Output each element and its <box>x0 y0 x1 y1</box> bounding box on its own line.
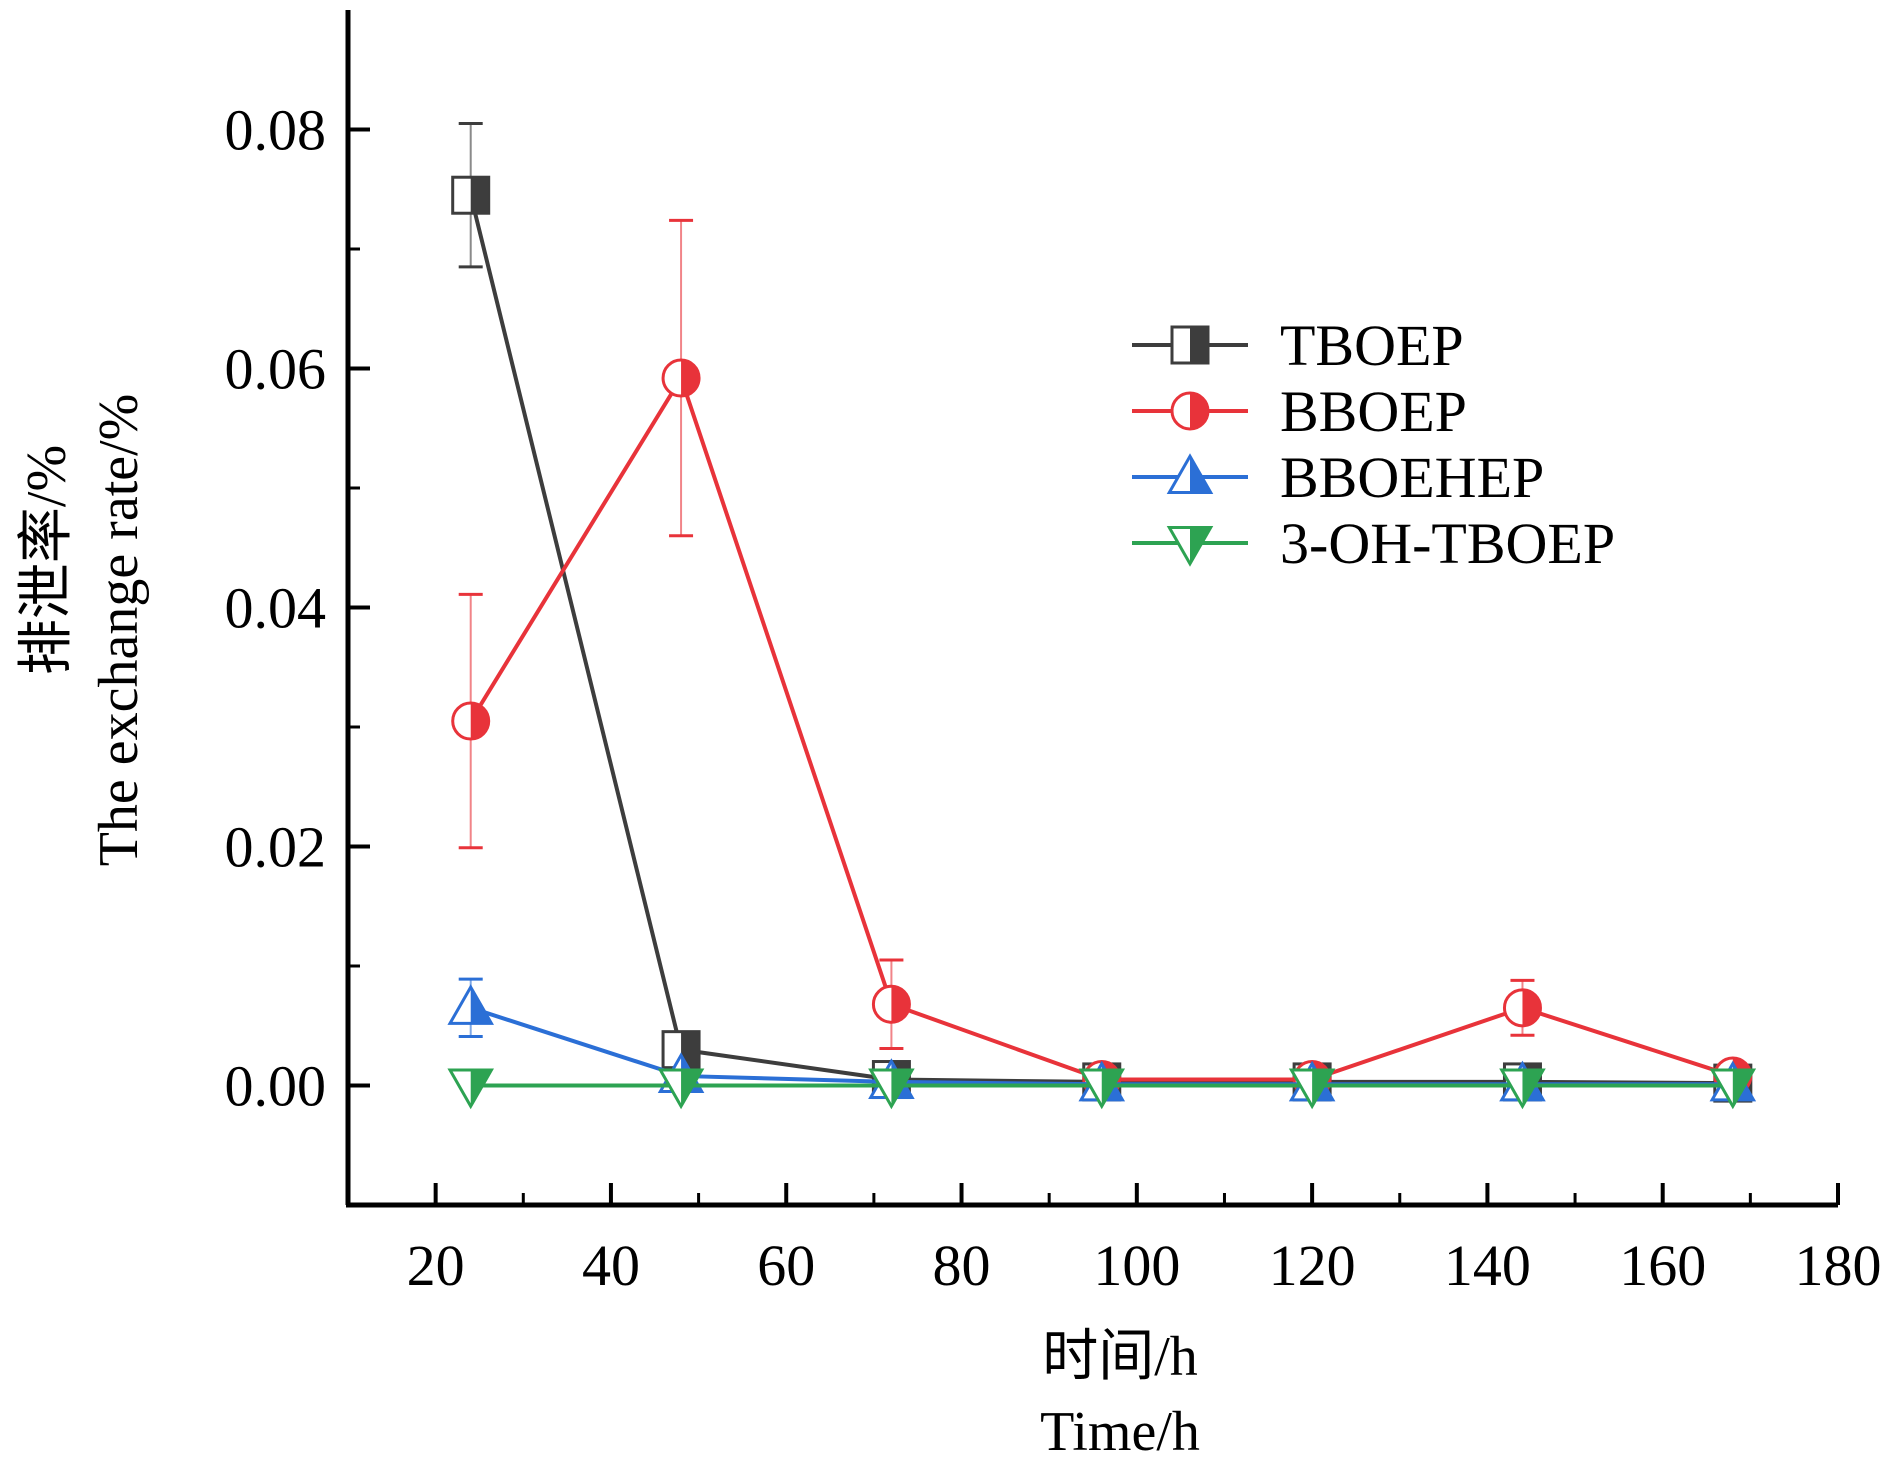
data-point <box>868 1068 915 1110</box>
marker-fill <box>1732 1069 1754 1107</box>
marker-fill <box>681 1031 700 1068</box>
y-tick-label: 0.06 <box>225 337 327 402</box>
data-point <box>871 984 911 1024</box>
series-tboep <box>451 122 1753 1103</box>
series-bboep <box>451 218 1753 1100</box>
legend-label: TBOEP <box>1280 313 1464 378</box>
series-line <box>468 194 1733 1086</box>
legend-marker <box>1166 453 1214 495</box>
marker-fill <box>1190 393 1208 429</box>
marker-fill <box>470 1069 492 1107</box>
legend-marker <box>1170 391 1210 431</box>
data-point <box>451 701 491 741</box>
marker-fill <box>891 1069 913 1107</box>
legend-item: BBOEHEP <box>1132 445 1544 510</box>
legend-item: 3-OH-TBOEP <box>1132 511 1615 576</box>
data-point <box>1078 1068 1126 1110</box>
y-axis-label-line2: The exchange rate/% <box>88 394 150 867</box>
marker-fill <box>681 1069 702 1107</box>
series-layer <box>447 122 1757 1110</box>
x-tick-label: 80 <box>933 1233 991 1298</box>
marker-fill <box>1190 456 1211 493</box>
legend-label: BBOEHEP <box>1280 445 1544 510</box>
marker-fill <box>470 177 489 214</box>
series-3-oh-tboep <box>447 1068 1757 1110</box>
data-point <box>657 1068 705 1110</box>
marker-fill <box>1101 1069 1123 1107</box>
data-point <box>447 1068 494 1110</box>
data-point <box>1502 988 1542 1028</box>
legend-marker <box>1166 525 1214 567</box>
x-tick-label: 60 <box>757 1233 815 1298</box>
marker-fill <box>470 703 489 740</box>
data-point <box>447 984 494 1025</box>
y-axis-label-line1: 排泄率/% <box>16 445 78 675</box>
data-point <box>1288 1068 1336 1110</box>
marker-fill <box>1312 1069 1333 1107</box>
marker-fill <box>1522 1069 1544 1107</box>
legend-marker <box>1170 325 1210 365</box>
y-axis: 0.00 0.02 0.04 0.06 0.08 <box>225 98 370 1119</box>
data-point <box>1499 1068 1546 1110</box>
marker-fill <box>470 987 492 1024</box>
data-point <box>1709 1068 1757 1110</box>
y-tick-label: 0.02 <box>225 815 327 880</box>
x-tick-label: 120 <box>1269 1233 1356 1298</box>
legend-label: BBOEP <box>1280 379 1467 444</box>
x-axis-label-line2: Time/h <box>1040 1401 1200 1457</box>
x-axis: 20 40 60 80 100 120 140 160 180 <box>407 1183 1882 1298</box>
y-tick-label: 0.04 <box>225 576 327 641</box>
x-tick-label: 180 <box>1795 1233 1882 1298</box>
x-axis-label-line1: 时间/h <box>1042 1326 1198 1388</box>
marker-fill <box>681 360 700 397</box>
x-tick-label: 20 <box>407 1233 465 1298</box>
y-tick-label: 0.08 <box>225 98 327 163</box>
y-tick-label: 0.00 <box>225 1054 327 1119</box>
legend-item: BBOEP <box>1132 379 1467 444</box>
legend-label: 3-OH-TBOEP <box>1280 511 1615 576</box>
data-point <box>661 358 701 398</box>
marker-fill <box>1190 527 1211 564</box>
marker-fill <box>1522 989 1541 1026</box>
legend-item: TBOEP <box>1132 313 1464 378</box>
x-tick-label: 100 <box>1093 1233 1180 1298</box>
data-point <box>451 175 491 215</box>
plot-frame <box>345 10 1838 1208</box>
marker-fill <box>1190 327 1208 363</box>
x-tick-label: 40 <box>582 1233 640 1298</box>
x-tick-label: 140 <box>1444 1233 1531 1298</box>
x-tick-label: 160 <box>1619 1233 1706 1298</box>
marker-fill <box>891 986 910 1023</box>
